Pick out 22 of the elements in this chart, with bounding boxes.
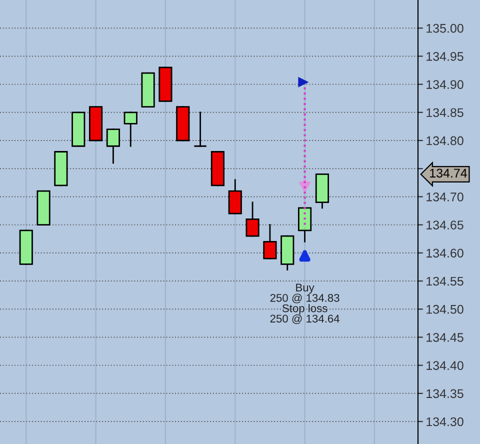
candlestick — [246, 202, 260, 237]
y-tick-label: 134.90 — [426, 80, 464, 89]
y-tick-label: 134.70 — [426, 192, 464, 202]
candlestick — [194, 112, 208, 147]
y-tick-label: 134.30 — [426, 417, 464, 426]
y-tick-label: 134.65 — [426, 220, 464, 230]
y-tick-label: 134.55 — [426, 276, 464, 286]
candlestick — [263, 224, 277, 260]
y-tick-label: 134.60 — [426, 248, 464, 258]
y-tick-label: 134.50 — [426, 304, 464, 314]
text: 134.74 — [430, 168, 467, 178]
y-tick-label: 134.35 — [426, 389, 464, 398]
y-tick-label: 134.85 — [426, 108, 464, 118]
y-tick-label: 134.40 — [426, 361, 464, 370]
y-tick-label: 134.95 — [426, 52, 464, 61]
candlestick — [124, 112, 138, 147]
y-tick-label: 134.80 — [426, 136, 464, 146]
y-tick-label: 135.00 — [426, 24, 464, 33]
candlestick — [106, 128, 120, 164]
annotation: Buy 250 @ 134.83 Stop loss 250 @ 134.64 — [270, 284, 340, 324]
candlestick — [228, 179, 242, 214]
y-tick-label: 134.45 — [426, 333, 464, 342]
